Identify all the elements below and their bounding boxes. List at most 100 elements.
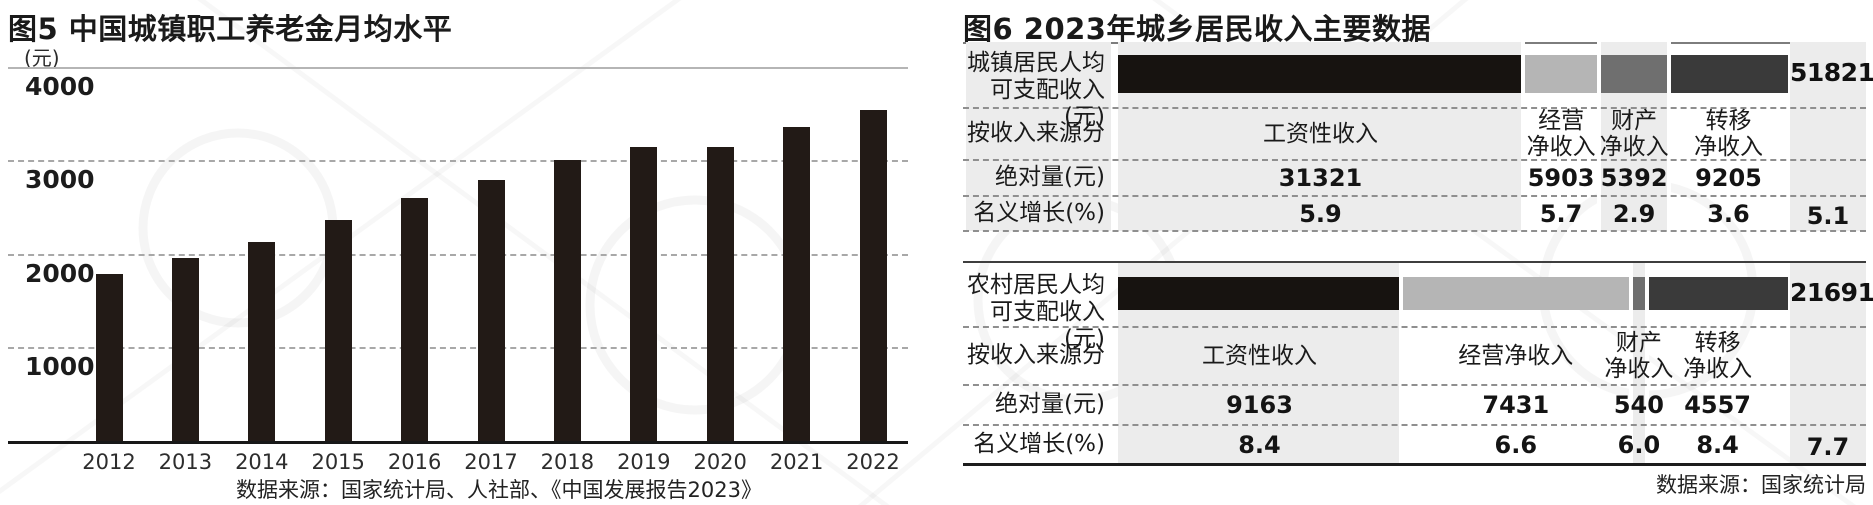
row-label-1: 绝对量(元) <box>995 164 1105 190</box>
row-label-0: 按收入来源分 <box>967 120 1105 146</box>
growth-value-2: 2.9 <box>1612 199 1656 228</box>
rural-section: 农村居民人均 可支配收入(元) 21691 按收入来源分绝对量(元) 名义增长(%) 工资… <box>963 261 1873 468</box>
income-data-table: 图6 2023年城乡居民收入主要数据 城镇居民人均 可支配收入(元) 51821 按收… <box>963 0 1873 505</box>
bar-2019 <box>630 147 658 441</box>
row-label-1: 绝对量(元) <box>995 391 1105 417</box>
bar-2015 <box>324 220 352 441</box>
column-header-2: 财产 净收入 <box>1604 330 1674 382</box>
x-axis-baseline <box>8 441 908 444</box>
bar-segment-1 <box>1401 277 1631 310</box>
x-tick-label-2017: 2017 <box>464 450 518 474</box>
total-income-value: 51821 <box>1790 58 1873 87</box>
row-divider-1 <box>963 159 1866 161</box>
bar-2014 <box>248 241 276 441</box>
x-tick-label-2016: 2016 <box>387 450 442 474</box>
column-gutter-1 <box>1399 262 1404 464</box>
absolute-value-0: 9163 <box>1226 391 1293 419</box>
total-growth-value: 5.1 <box>1806 201 1850 230</box>
column-header-0: 工资性收入 <box>1202 343 1317 369</box>
row-divider-2 <box>963 195 1866 197</box>
absolute-value-2: 540 <box>1613 391 1664 419</box>
x-tick-label-2012: 2012 <box>82 450 136 474</box>
column-header-2: 财产 净收入 <box>1599 108 1669 160</box>
bar-segment-1 <box>1522 55 1600 93</box>
group-label: 农村居民人均 可支配收入(元) <box>967 272 1105 352</box>
bar-segment-0 <box>1118 55 1523 93</box>
column-gutter-1 <box>1520 42 1525 231</box>
row-divider-0 <box>963 107 1866 109</box>
bar-2016 <box>401 197 429 441</box>
column-gutter-2 <box>1597 42 1602 231</box>
pension-bar-chart: 图5 中国城镇职工养老金月均水平 (元) 4000 3000 2000 1000 201… <box>0 0 915 505</box>
x-tick-label-2014: 2014 <box>235 450 289 474</box>
x-tick-label-2022: 2022 <box>846 450 900 474</box>
growth-value-3: 8.4 <box>1696 430 1739 459</box>
total-income-value: 21691 <box>1790 277 1873 307</box>
gridline-4000 <box>8 66 908 69</box>
x-tick-label-2013: 2013 <box>158 450 213 474</box>
gridline-3000 <box>8 160 908 163</box>
column-header-3: 转移 净收入 <box>1683 330 1753 382</box>
y-tick-label-2000: 2000 <box>25 258 95 288</box>
column-gutter-2 <box>1628 262 1633 464</box>
bar-segment-3 <box>1668 55 1788 93</box>
column-header-1: 经营净收入 <box>1526 108 1596 160</box>
column-gutter-3 <box>1645 262 1650 464</box>
group-label: 城镇居民人均 可支配收入(元) <box>967 50 1105 130</box>
absolute-value-1: 7431 <box>1482 391 1550 419</box>
bar-2017 <box>477 179 505 441</box>
urban-section: 城镇居民人均 可支配收入(元) 51821 按收入来源分 绝对量(元) 名义增长(%) 工资… <box>963 42 1873 235</box>
column-header-3: 转移 净收入 <box>1693 108 1763 160</box>
row-divider-0 <box>963 326 1866 328</box>
gridline-2000 <box>8 253 908 256</box>
total-growth-value: 7.7 <box>1806 432 1850 461</box>
x-tick-label-2015: 2015 <box>311 450 365 474</box>
bar-segment-3 <box>1647 277 1788 310</box>
growth-value-2: 6.0 <box>1617 430 1661 459</box>
bar-2021 <box>783 127 811 441</box>
absolute-value-2: 5392 <box>1600 164 1668 192</box>
row-divider-1 <box>963 384 1866 386</box>
income-table-title: 图6 2023年城乡居民收入主要数据 <box>963 12 1431 46</box>
y-tick-label-3000: 3000 <box>25 165 95 195</box>
growth-value-1: 5.7 <box>1539 199 1583 228</box>
column-gutter-3 <box>1666 42 1671 231</box>
bar-2018 <box>553 160 581 441</box>
bar-2020 <box>706 147 734 441</box>
absolute-value-0: 31321 <box>1278 164 1363 192</box>
row-divider-2 <box>963 424 1866 426</box>
growth-value-1: 6.6 <box>1494 430 1538 459</box>
section-bottom-line <box>963 463 1866 466</box>
y-tick-label-4000: 4000 <box>25 71 95 101</box>
bar-segment-2 <box>1630 277 1648 310</box>
row-label-0: 按收入来源分 <box>967 342 1105 368</box>
section-bottom-divider <box>963 230 1866 232</box>
growth-value-0: 5.9 <box>1299 199 1342 228</box>
growth-value-3: 3.6 <box>1707 199 1750 228</box>
bar-segment-2 <box>1599 55 1669 93</box>
column-header-1: 经营净收入 <box>1458 343 1574 369</box>
bar-segment-0 <box>1118 277 1402 310</box>
bar-2012 <box>95 274 123 441</box>
bar-2013 <box>171 258 199 441</box>
pension-chart-title: 图5 中国城镇职工养老金月均水平 <box>8 12 453 46</box>
row-label-2: 名义增长(%) <box>973 430 1105 457</box>
x-tick-label-2019: 2019 <box>617 450 671 474</box>
absolute-value-1: 5903 <box>1527 164 1595 192</box>
section-top-line <box>963 261 1866 263</box>
x-tick-label-2018: 2018 <box>540 450 595 474</box>
growth-value-0: 8.4 <box>1238 430 1281 459</box>
x-tick-label-2021: 2021 <box>769 450 824 474</box>
gridline-1000 <box>8 347 908 350</box>
column-header-0: 工资性收入 <box>1262 121 1378 147</box>
absolute-value-3: 4557 <box>1684 391 1751 419</box>
bar-2022 <box>859 109 887 441</box>
income-table-source: 数据来源：国家统计局 <box>1656 473 1866 497</box>
y-axis-unit-label: (元) <box>24 46 60 70</box>
total-column-strip <box>1790 262 1866 464</box>
y-tick-label-1000: 1000 <box>25 352 95 382</box>
x-tick-label-2020: 2020 <box>693 450 747 474</box>
column-strip-2 <box>1630 262 1648 464</box>
label-column-strip <box>966 42 1111 231</box>
